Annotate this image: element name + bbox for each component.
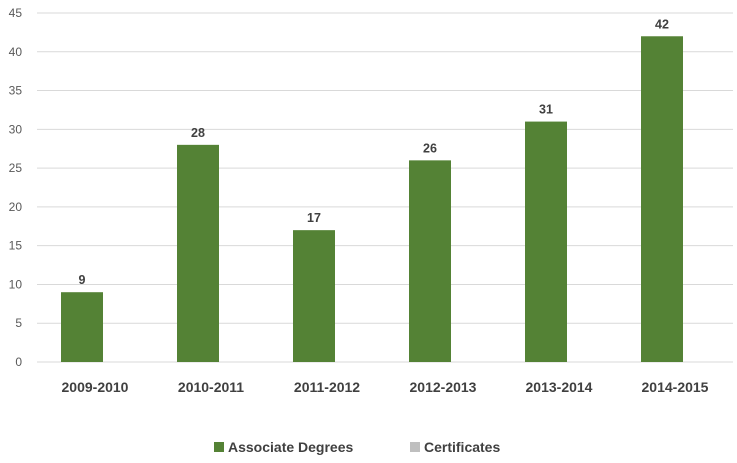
bar xyxy=(409,160,451,362)
data-label: 9 xyxy=(79,273,86,287)
y-tick-label: 0 xyxy=(15,355,22,369)
legend-swatch xyxy=(410,442,420,452)
bar xyxy=(61,292,103,362)
y-tick-label: 5 xyxy=(15,316,22,330)
x-tick-label: 2009-2010 xyxy=(62,379,129,395)
bars-layer xyxy=(61,36,683,363)
y-tick-label: 20 xyxy=(9,200,23,214)
grid-layer xyxy=(37,12,733,363)
y-tick-label: 40 xyxy=(9,45,23,59)
y-tick-label: 25 xyxy=(9,161,23,175)
bar xyxy=(293,230,335,362)
data-label: 31 xyxy=(539,103,553,117)
y-tick-label: 30 xyxy=(9,122,23,136)
y-tick-label: 45 xyxy=(9,6,23,20)
x-tick-label: 2010-2011 xyxy=(178,379,244,395)
labels-layer: 0 5 10 15 20 25 30 35 40 45 9 2009-2010 28 2010-2011 1… xyxy=(9,6,709,395)
data-label: 28 xyxy=(191,126,205,140)
data-label: 26 xyxy=(423,141,437,155)
bar xyxy=(525,121,567,362)
legend: Associate Degrees Certificates xyxy=(214,439,500,455)
data-label: 17 xyxy=(307,211,321,225)
bar xyxy=(641,36,683,363)
legend-label: Certificates xyxy=(424,439,500,455)
x-tick-label: 2011-2012 xyxy=(294,379,360,395)
x-tick-label: 2012-2013 xyxy=(410,379,477,395)
y-tick-label: 10 xyxy=(9,277,23,291)
legend-label: Associate Degrees xyxy=(228,439,354,455)
x-tick-label: 2014-2015 xyxy=(642,379,709,395)
y-tick-label: 15 xyxy=(9,239,23,253)
data-label: 42 xyxy=(655,17,669,31)
x-tick-label: 2013-2014 xyxy=(526,379,593,395)
y-tick-label: 35 xyxy=(9,84,23,98)
bar xyxy=(177,144,219,362)
legend-swatch xyxy=(214,442,224,452)
